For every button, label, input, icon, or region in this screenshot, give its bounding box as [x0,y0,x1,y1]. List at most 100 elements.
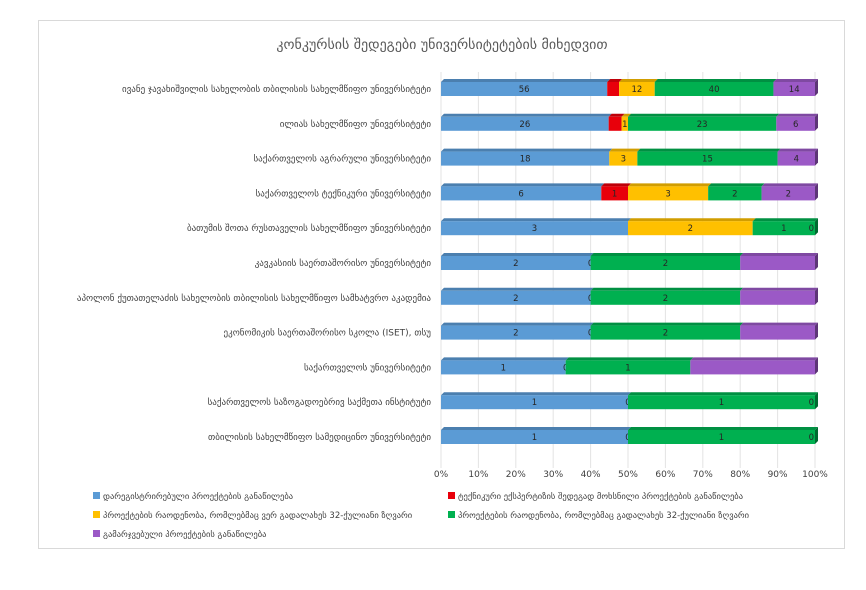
bar-segment [441,151,610,166]
category-label: კავკასიის საერთაშორისო უნივერსიტეტი [255,258,432,269]
bar-top-face [441,322,594,326]
data-label: 1 [625,363,630,373]
bar-segment [608,116,622,131]
data-label: 2 [786,189,791,199]
bar-segment [628,116,777,131]
bar-segment [601,186,628,201]
legend-item: დარეგისტრირებული პროექტების განაწილება [93,491,293,502]
bar-top-face [773,79,818,82]
data-label: 1 [501,363,506,373]
bar-row: 26 1 23 6 [441,113,818,131]
bar-row: 56 12 40 14 [441,79,818,96]
data-label: 1 [532,398,537,408]
bar-top-face [441,357,569,361]
bar-top-face [441,253,594,256]
legend-swatch [448,492,455,499]
legend-label: პროექტების რაოდენობა, რომლებმაც ვერ გადა… [103,510,412,521]
bar-side-face [815,253,818,270]
legend-swatch [93,530,100,537]
bar-side-face [815,322,818,340]
data-label: 2 [732,189,737,199]
bar-segment [773,82,815,96]
bar-segment [628,395,815,410]
bar-top-face [752,218,818,222]
category-label: საქართველოს ტექნიკური უნივერსიტეტი [256,188,432,199]
data-label: 3 [665,189,670,199]
data-label: 12 [631,85,642,95]
bar-top-face [441,113,612,117]
bar-segment [590,290,741,305]
category-label: საქართველოს აგრარული უნივერსიტეტი [253,154,431,165]
bar-top-face [441,79,611,82]
category-label: საქართველოს საზოგადოებრივ საქმეთა ინსტიტ… [208,397,432,408]
bar-row: 202 [441,253,818,270]
x-tick-label: 50% [618,470,638,480]
x-tick-label: 90% [768,470,788,480]
bar-top-face [441,148,613,152]
bar-segment [740,256,815,270]
bar-top-face [619,79,658,82]
category-label: ილიას სახელმწიფო უნივერსიტეტი [280,119,432,130]
data-label: 40 [709,85,720,95]
data-label: 56 [519,85,530,95]
bar-segment [441,290,591,305]
data-label: 2 [513,329,518,339]
bar-top-face [637,148,781,152]
data-label: 26 [519,120,530,130]
category-label: აპოლონ ქუთათელაძის სახელობის თბილისის სა… [77,293,432,304]
bar-top-face [590,287,744,291]
bar-side-face [815,392,818,410]
bar-top-face [628,392,818,396]
bar-top-face [777,148,818,152]
bar-segment [441,325,591,340]
bar-top-face [607,79,623,82]
legend-label: დარეგისტრირებული პროექტების განაწილება [103,491,293,502]
bar-row: 202 [441,287,818,305]
bar-top-face [690,357,818,361]
category-labels: ივანე ჯავახიშვილის სახელობის თბილისის სა… [77,84,432,443]
bar-side-face [815,218,818,236]
bar-top-face [628,183,712,187]
x-tick-label: 70% [693,470,713,480]
bar-segment [607,82,620,96]
bar-segment [654,82,774,96]
bar-segment [441,221,628,236]
data-label: 0 [809,398,814,408]
bar-side-face [815,148,818,166]
data-label: 6 [518,189,523,199]
data-label: 18 [520,155,531,165]
category-label: ეკონომიკის საერთაშორისო სკოლა (ISET), თს… [224,328,432,339]
bar-segment [590,256,741,270]
bar-segment [441,82,608,96]
bar-segment [441,186,602,201]
bar-top-face [590,253,744,256]
legend-swatch [448,511,455,518]
bar-top-face [776,113,818,117]
bars: 5612401426123618315461322321020220220210… [441,79,818,444]
legend-item: ტექნიკური ექსპერტიზის შედეგად მოხსნილი პ… [448,491,743,502]
legend: დარეგისტრირებული პროექტების განაწილება ტე… [93,491,749,540]
bar-side-face [815,79,818,96]
data-label: 0 [809,224,814,234]
bar-side-face [815,183,818,201]
bar-top-face [740,253,818,256]
bar-top-face [608,113,625,117]
legend-label: ტექნიკური ექსპერტიზის შედეგად მოხსნილი პ… [458,491,743,502]
data-label: 1 [612,189,617,199]
data-label: 0 [809,433,814,443]
x-tick-label: 0% [434,470,449,480]
bar-segment [609,151,638,166]
category-label: ბათუმის შოთა რუსთაველის სახელმწიფო უნივე… [187,223,431,234]
data-label: 14 [789,85,800,95]
data-label: 2 [688,224,693,234]
bar-top-face [441,427,631,430]
data-label: 15 [702,155,713,165]
category-label: საქართველოს უნივერსიტეტი [304,362,431,373]
bar-side-face [815,113,818,131]
data-label: 1 [622,120,627,130]
x-tick-label: 30% [543,470,563,480]
bar-segment [690,360,815,375]
bar-segment [752,221,815,236]
chart-title: კონკურსის შედეგები უნივერსიტეტების მიხედ… [276,36,607,53]
bar-top-face [590,322,744,326]
